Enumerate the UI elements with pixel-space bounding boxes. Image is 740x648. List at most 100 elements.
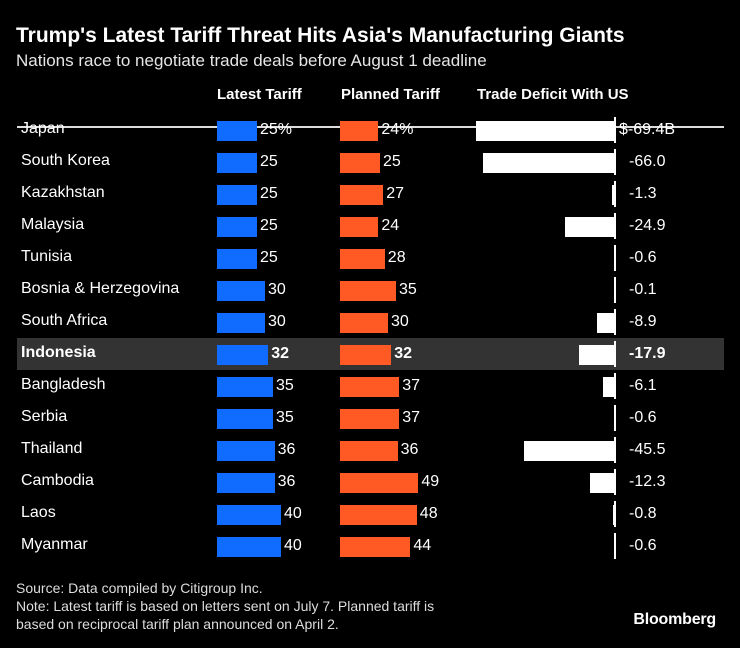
bloomberg-logo: Bloomberg	[633, 611, 716, 628]
header-planned-tariff: Planned Tariff	[341, 86, 440, 103]
planned-tariff-bar	[340, 249, 385, 269]
deficit-zero-axis	[614, 213, 616, 239]
deficit-zero-axis	[614, 341, 616, 367]
header-trade-deficit: Trade Deficit With US	[477, 86, 629, 103]
deficit-zero-axis	[614, 245, 616, 271]
planned-tariff-bar	[340, 153, 380, 173]
trade-deficit-bar	[579, 345, 615, 365]
country-label: Japan	[21, 120, 65, 137]
planned-tariff-label: 49	[421, 473, 440, 490]
country-label: Kazakhstan	[21, 184, 105, 201]
footnote-line-1: Note: Latest tariff is based on letters …	[16, 598, 435, 614]
planned-tariff-bar	[340, 121, 379, 141]
latest-tariff-label: 25	[260, 217, 278, 234]
trade-deficit-label: -0.1	[629, 281, 657, 298]
country-label: Thailand	[21, 440, 83, 457]
planned-tariff-label: 27	[386, 185, 404, 202]
latest-tariff-bar	[217, 505, 281, 525]
deficit-zero-axis	[614, 405, 616, 431]
latest-tariff-bar	[217, 249, 257, 269]
trade-deficit-bar	[612, 185, 615, 205]
deficit-zero-axis	[614, 181, 616, 207]
country-label: Bangladesh	[21, 376, 106, 393]
latest-tariff-label: 30	[268, 281, 286, 298]
latest-tariff-bar	[217, 537, 281, 557]
country-label: Malaysia	[21, 216, 85, 233]
country-label: Serbia	[21, 408, 68, 425]
latest-tariff-label: 30	[268, 313, 286, 330]
table-row: Malaysia 25 24 -24.9	[17, 210, 724, 242]
planned-tariff-label: 37	[402, 409, 420, 426]
table-row: Bangladesh 35 37 -6.1	[17, 370, 724, 402]
latest-tariff-label: 36	[277, 473, 296, 490]
planned-tariff-bar	[340, 345, 392, 365]
trade-deficit-bar	[524, 441, 615, 461]
latest-tariff-bar	[217, 121, 257, 141]
trade-deficit-label: -0.8	[629, 505, 657, 522]
deficit-zero-axis	[614, 117, 616, 143]
trade-deficit-label: -45.5	[629, 441, 666, 458]
planned-tariff-label: 30	[391, 313, 409, 330]
latest-tariff-bar	[217, 153, 257, 173]
deficit-zero-axis	[614, 309, 616, 335]
latest-tariff-label: 35	[276, 409, 294, 426]
country-label: Laos	[21, 504, 56, 521]
source-note: Source: Data compiled by Citigroup Inc.	[16, 580, 263, 596]
planned-tariff-label: 24	[381, 217, 400, 234]
table-row: Japan 25% 24% $-69.4B	[17, 114, 724, 146]
table-row: Tunisia 25 28 -0.6	[17, 242, 724, 274]
trade-deficit-label: -0.6	[629, 249, 657, 266]
trade-deficit-bar	[476, 121, 615, 141]
table-row: South Korea 25 25 -66.0	[17, 146, 724, 178]
planned-tariff-label: 48	[419, 505, 438, 522]
planned-tariff-label: 32	[394, 345, 412, 362]
planned-tariff-bar	[340, 217, 379, 237]
deficit-zero-axis	[614, 533, 616, 559]
table-row: South Africa 30 30 -8.9	[17, 306, 724, 338]
latest-tariff-label: 40	[284, 537, 302, 554]
trade-deficit-label: $-69.4B	[619, 121, 676, 138]
latest-tariff-bar	[217, 217, 257, 237]
deficit-zero-axis	[614, 373, 616, 399]
trade-deficit-bar	[590, 473, 615, 493]
country-label: Indonesia	[21, 344, 96, 361]
table-row: Kazakhstan 25 27 -1.3	[17, 178, 724, 210]
planned-tariff-label: 36	[400, 441, 419, 458]
country-label: Cambodia	[21, 472, 94, 489]
table-row: Bosnia & Herzegovina 30 35 -0.1	[17, 274, 724, 306]
planned-tariff-label: 44	[413, 537, 432, 554]
planned-tariff-bar	[340, 281, 396, 301]
trade-deficit-bar	[597, 313, 615, 333]
planned-tariff-label: 37	[402, 377, 420, 394]
latest-tariff-bar	[217, 281, 265, 301]
latest-tariff-bar	[217, 473, 275, 493]
latest-tariff-bar	[217, 313, 265, 333]
trade-deficit-label: -17.9	[629, 345, 666, 362]
latest-tariff-label: 35	[276, 377, 294, 394]
deficit-zero-axis	[614, 437, 616, 463]
latest-tariff-bar	[217, 345, 269, 365]
planned-tariff-bar	[340, 313, 388, 333]
planned-tariff-label: 28	[387, 249, 406, 266]
trade-deficit-label: -12.3	[629, 473, 666, 490]
latest-tariff-bar	[217, 185, 257, 205]
planned-tariff-bar	[340, 377, 400, 397]
footnote-line-2: based on reciprocal tariff plan announce…	[16, 616, 339, 632]
trade-deficit-bar	[602, 377, 615, 397]
trade-deficit-bar	[565, 217, 615, 237]
trade-deficit-label: -24.9	[629, 217, 666, 234]
latest-tariff-label: 25	[260, 153, 278, 170]
latest-tariff-label: 25%	[260, 121, 293, 138]
header-latest-tariff: Latest Tariff	[217, 86, 302, 103]
trade-deficit-label: -8.9	[629, 313, 657, 330]
table-row: Indonesia 32 32 -17.9	[17, 338, 724, 370]
trade-deficit-label: -6.1	[629, 377, 657, 394]
planned-tariff-label: 24%	[381, 121, 414, 138]
country-label: Bosnia & Herzegovina	[21, 280, 180, 297]
latest-tariff-label: 40	[284, 505, 302, 522]
table-row: Cambodia 36 49 -12.3	[17, 466, 724, 498]
latest-tariff-bar	[217, 441, 275, 461]
trade-deficit-label: -1.3	[629, 185, 657, 202]
table-row: Myanmar 40 44 -0.6	[17, 530, 724, 562]
country-label: Tunisia	[21, 248, 72, 265]
